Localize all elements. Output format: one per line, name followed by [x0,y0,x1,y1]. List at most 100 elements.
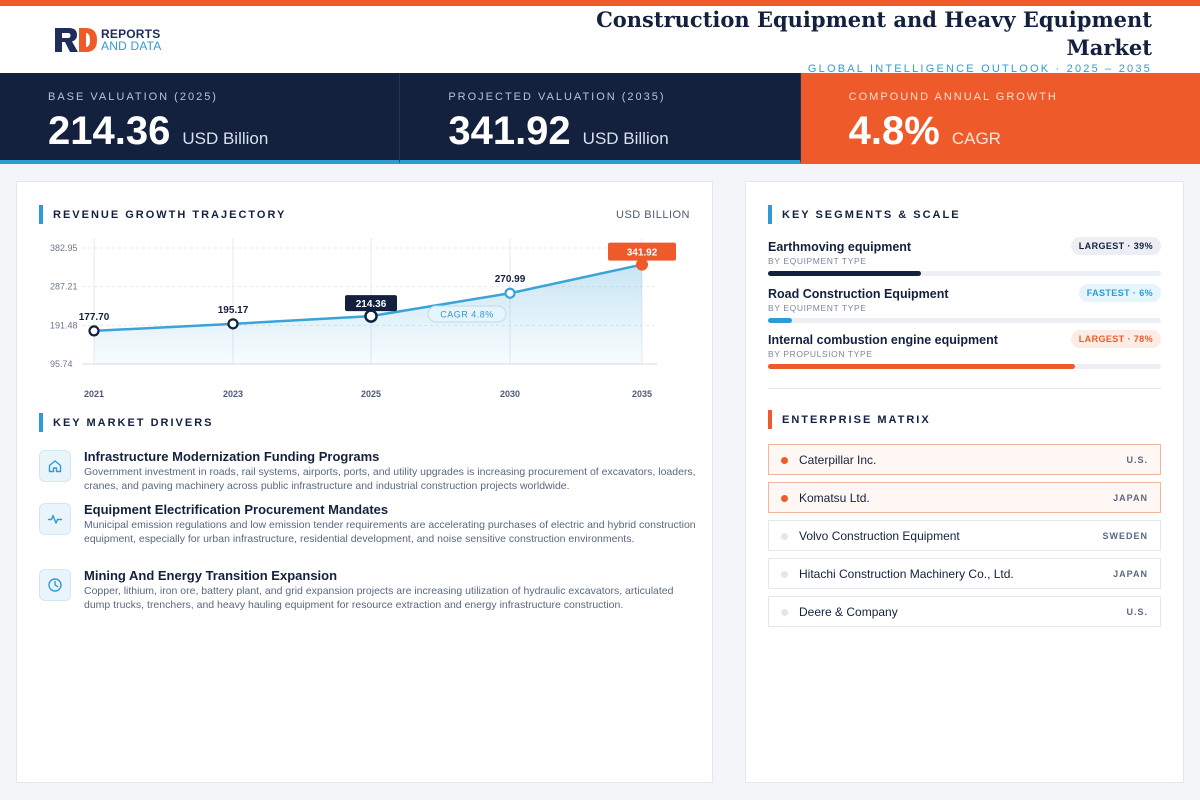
revenue-card: REVENUE GROWTH TRAJECTORY USD BILLION 95… [16,181,713,783]
page-header: REPORTS AND DATA Construction Equipment … [0,6,1200,75]
data-label: 177.70 [79,312,110,323]
segment-name: Earthmoving equipment [768,240,912,254]
driver-title: Mining And Energy Transition Expansion [84,568,338,583]
driver-description: Copper, lithium, iron ore, battery plant… [84,585,674,611]
segment-subtitle: BY EQUIPMENT TYPE [768,303,867,313]
company-country: U.S. [1126,607,1148,617]
data-point [227,318,239,330]
home-icon [39,450,71,482]
segment-share-bar [768,271,1161,276]
company-row[interactable]: Komatsu Ltd. JAPAN [768,482,1161,513]
company-name: Caterpillar Inc. [799,453,877,467]
top-accent-bar [0,0,1200,6]
drivers-section-title: KEY MARKET DRIVERS [39,413,213,432]
brand-logo[interactable]: REPORTS AND DATA [55,28,162,52]
status-dot [781,495,788,502]
status-dot [781,609,788,616]
segment-item: Road Construction Equipment BY EQUIPMENT… [768,284,1161,323]
segment-share-fill [768,364,1075,369]
data-point [504,287,516,299]
unit-label: USD BILLION [616,209,690,221]
revenue-chart: 95.74 191.48 287.21 382.95 2021 2023 2025 2030 2… [50,238,676,399]
segment-badge: LARGEST · 78% [1070,330,1161,348]
kpi-unit: USD Billion [582,129,669,148]
data-label: 214.36 [356,299,387,310]
driver-item: Equipment Electrification Procurement Ma… [39,501,699,567]
segments-card: KEY SEGMENTS & SCALE Earthmoving equipme… [745,181,1184,783]
kpi-value: 4.8% [848,109,940,153]
segment-item: Earthmoving equipment BY EQUIPMENT TYPE … [768,237,1161,276]
segment-item: Internal combustion engine equipment BY … [768,330,1161,369]
kpi-unit: USD Billion [182,129,269,148]
drivers-list: Infrastructure Modernization Funding Pro… [39,448,699,620]
kpi-value: 214.36 [48,109,171,153]
kpi-base-valuation: BASE VALUATION (2025) 214.36 USD Billion [0,73,400,164]
base-label-box [345,295,397,312]
segment-share-bar [768,364,1161,369]
cagr-pill-label: CAGR 4.8% [440,310,494,320]
x-tick-label: 2035 [632,389,652,399]
y-tick-label: 191.48 [50,320,78,330]
data-point [636,258,648,271]
company-country: JAPAN [1113,493,1148,503]
kpi-unit: CAGR [951,129,1001,148]
segment-share-fill [768,318,792,323]
driver-title: Equipment Electrification Procurement Ma… [84,502,389,517]
segments-section-title: KEY SEGMENTS & SCALE [768,205,961,224]
matrix-section-title: ENTERPRISE MATRIX [768,410,931,429]
company-name: Komatsu Ltd. [799,491,870,505]
section-divider [768,388,1161,389]
brand-line-2: AND DATA [101,39,162,53]
kpi-label: COMPOUND ANNUAL GROWTH [848,91,1058,103]
status-dot [781,457,788,464]
driver-description: Municipal emission regulations and low e… [84,519,696,545]
x-tick-label: 2021 [84,389,104,399]
projected-label-box [608,242,676,261]
segment-subtitle: BY EQUIPMENT TYPE [768,256,867,266]
company-name: Volvo Construction Equipment [799,529,960,543]
x-tick-label: 2023 [223,389,243,399]
driver-item: Infrastructure Modernization Funding Pro… [39,448,699,501]
company-name: Hitachi Construction Machinery Co., Ltd. [799,567,1014,581]
segment-name: Road Construction Equipment [768,287,949,301]
status-dot [781,571,788,578]
company-country: U.S. [1126,455,1148,465]
company-row[interactable]: Hitachi Construction Machinery Co., Ltd.… [768,558,1161,589]
driver-description: Government investment in roads, rail sys… [84,466,696,492]
company-country: SWEDEN [1102,531,1148,541]
data-point [88,325,100,337]
kpi-projected-valuation: PROJECTED VALUATION (2035) 341.92 USD Bi… [399,73,800,164]
data-label: 270.99 [495,274,526,285]
driver-item: Mining And Energy Transition Expansion C… [39,567,699,620]
kpi-value: 341.92 [448,109,571,153]
segment-badge: LARGEST · 39% [1070,237,1161,255]
data-point [364,309,378,323]
page-subtitle: GLOBAL INTELLIGENCE OUTLOOK · 2025 – 203… [807,63,1152,75]
segment-name: Internal combustion engine equipment [768,333,998,347]
page-title: Construction Equipment and Heavy Equipme… [596,7,1152,60]
y-tick-label: 95.74 [50,359,73,369]
x-tick-label: 2025 [361,389,381,399]
y-tick-label: 287.21 [50,282,78,292]
status-dot [781,533,788,540]
brand-line-1: REPORTS [101,27,161,41]
kpi-cagr: COMPOUND ANNUAL GROWTH 4.8% CAGR [799,73,1200,164]
company-row[interactable]: Deere & Company U.S. [768,596,1161,627]
kpi-label: PROJECTED VALUATION (2035) [448,91,666,103]
kpi-label: BASE VALUATION (2025) [48,91,218,103]
driver-title: Infrastructure Modernization Funding Pro… [84,449,380,464]
company-row[interactable]: Caterpillar Inc. U.S. [768,444,1161,475]
series-area [94,264,642,364]
clock-icon [39,569,71,601]
revenue-section-title: REVENUE GROWTH TRAJECTORY [39,205,286,224]
cagr-pill [427,305,507,323]
segment-share-bar [768,318,1161,323]
segment-share-fill [768,271,922,276]
company-row[interactable]: Volvo Construction Equipment SWEDEN [768,520,1161,551]
x-tick-label: 2030 [500,389,520,399]
y-tick-label: 382.95 [50,243,78,253]
segment-badge: FASTEST · 6% [1078,284,1161,302]
data-label: 341.92 [627,248,658,259]
data-label: 195.17 [218,305,249,316]
logo-mark-icon [55,28,97,52]
